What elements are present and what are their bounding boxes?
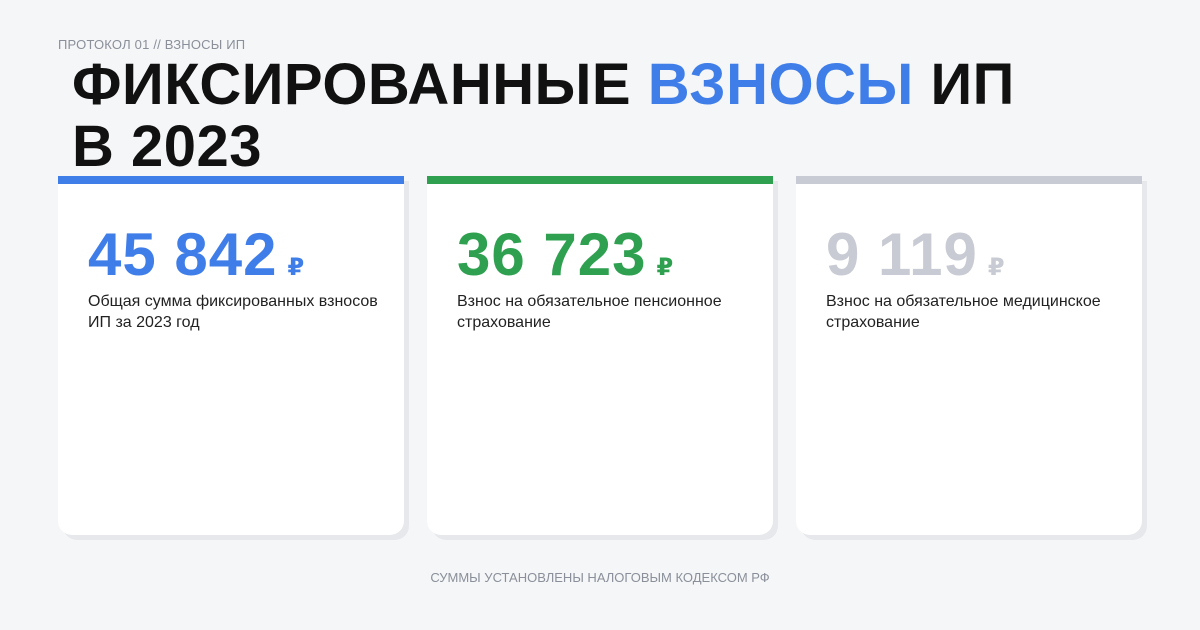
title-accent: ВЗНОСЫ [647,52,914,117]
title-part: ИП В 2023 [72,52,1015,179]
stat-value: 45 842 ₽ [88,220,305,289]
stat-description: Взнос на обязательное пенсионное страхов… [457,293,722,331]
stat-description: Взнос на обязательное медицинское страхо… [826,293,1101,331]
stat-card: 9 119 ₽ Взнос на обязательное медицинское … [796,176,1142,535]
currency-sign: ₽ [656,254,675,281]
title-part: ФИКСИРОВАННЫЕ [72,52,632,117]
stat-value: 9 119 ₽ [826,220,1006,289]
stat-value: 36 723 ₽ [457,220,674,289]
currency-sign: ₽ [287,254,306,281]
title: ФИКСИРОВАННЫЕ ВЗНОСЫ ИП В 2023 [72,54,1072,178]
stat-description: Общая сумма фиксированных взносов ИП за … [88,293,378,331]
stat-card: 36 723 ₽ Взнос на обязательное пенсионное … [427,176,773,535]
stat-card: 45 842 ₽ Общая сумма фиксированных взносов… [58,176,404,535]
footer-note: СУММЫ УСТАНОВЛЕНЫ НАЛОГОВЫМ КОДЕКСОМ РФ [430,570,770,585]
stat-number: 36 723 [457,221,647,288]
currency-sign: ₽ [987,254,1006,281]
stat-number: 45 842 [88,221,278,288]
card-accent-bar [796,176,1142,184]
stat-number: 9 119 [826,221,978,288]
card-accent-bar [427,176,773,184]
card-accent-bar [58,176,404,184]
kicker: ПРОТОКОЛ 01 // ВЗНОСЫ ИП [58,37,246,52]
